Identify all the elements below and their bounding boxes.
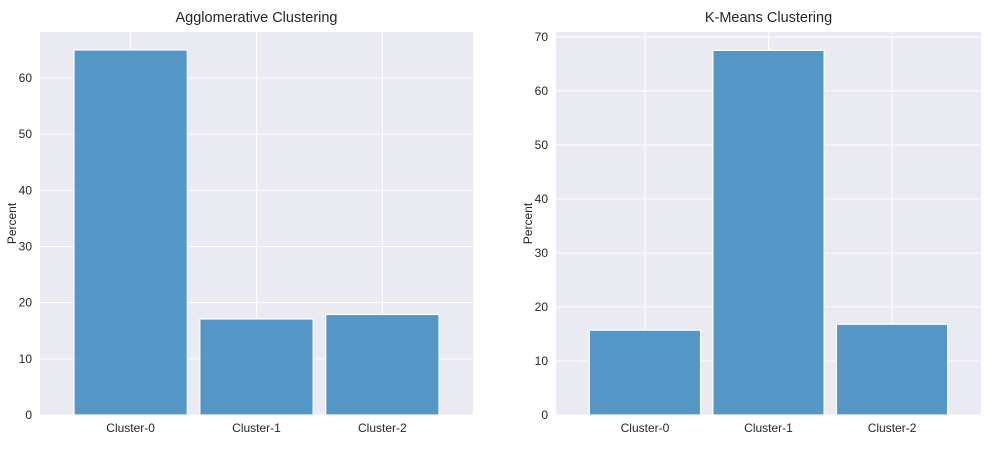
y-tick-label: 10 [535, 354, 549, 368]
y-axis-label: Percent [521, 202, 535, 244]
x-tick-label: Cluster-2 [868, 421, 917, 435]
y-tick-label: 20 [535, 300, 549, 314]
x-tick-label: Cluster-2 [358, 421, 407, 435]
y-tick-label: 50 [535, 138, 549, 152]
y-tick-label: 30 [535, 246, 549, 260]
y-tick-label: 20 [19, 296, 33, 310]
kmeans-chart-panel: 0 10 20 30 40 50 60 70 Cluster-0 Cluster-1 Cluster… [521, 10, 981, 435]
y-tick-label: 0 [541, 408, 548, 422]
x-tick-label: Cluster-1 [232, 421, 281, 435]
y-axis-label: Percent [5, 202, 19, 244]
y-tick-label: 10 [19, 352, 33, 366]
y-tick-label: 30 [19, 240, 33, 254]
y-tick-label: 60 [535, 84, 549, 98]
bar-cluster-2 [835, 323, 949, 416]
y-tick-label: 70 [535, 30, 549, 44]
y-tick-label: 0 [25, 408, 32, 422]
chart-title: K-Means Clustering [705, 10, 832, 26]
x-tick-label: Cluster-0 [621, 421, 670, 435]
bar-cluster-1 [712, 49, 825, 416]
x-tick-label: Cluster-1 [744, 421, 793, 435]
y-tick-label: 60 [19, 71, 33, 85]
y-tick-label: 50 [19, 127, 33, 141]
bar-cluster-0 [588, 329, 702, 416]
agglomerative-chart-panel: 0 10 20 30 40 50 60 Cluster-0 Cluster-1 Cluster-2… [5, 10, 473, 435]
bar-cluster-0 [73, 49, 188, 416]
y-tick-label: 40 [535, 192, 549, 206]
x-tick-label: Cluster-0 [106, 421, 155, 435]
bar-cluster-1 [199, 318, 314, 416]
y-tick-label: 40 [19, 183, 33, 197]
chart-title: Agglomerative Clustering [176, 10, 338, 26]
bar-cluster-2 [325, 313, 440, 416]
